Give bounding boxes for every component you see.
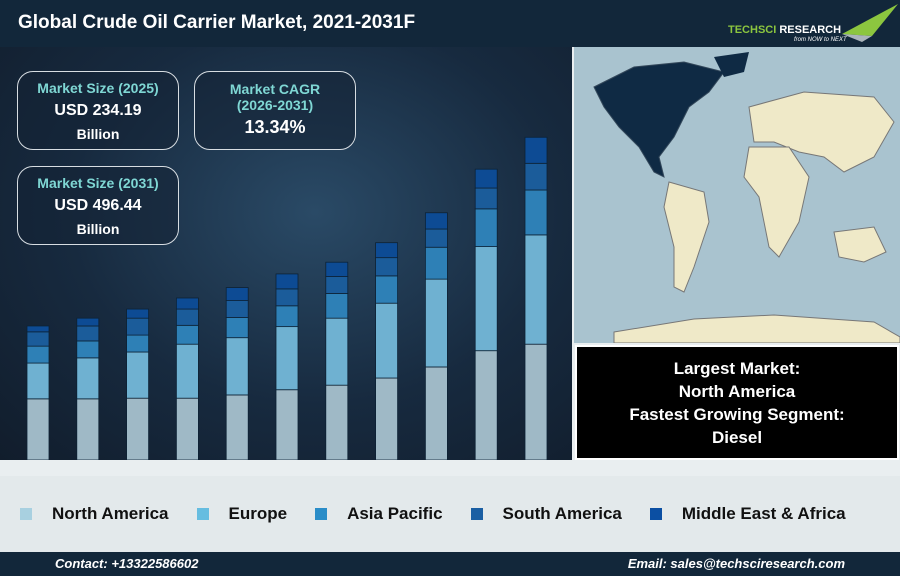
legend-swatch bbox=[315, 508, 328, 520]
bar-segment-2021-europe bbox=[26, 362, 50, 400]
bar-segment-2030F-europe bbox=[474, 246, 498, 352]
contact-phone: Contact: +13322586602 bbox=[55, 556, 199, 571]
legend-item: Middle East & Africa bbox=[649, 504, 846, 524]
largest-market-label: Largest Market: bbox=[673, 359, 801, 378]
bar-segment-2029F-south-america bbox=[424, 228, 448, 248]
legend-swatch bbox=[649, 508, 662, 520]
bar-segment-2030F-north-america bbox=[474, 350, 498, 461]
bar-segment-2031F-north-america bbox=[524, 343, 548, 461]
bar-segment-2029F-europe bbox=[424, 278, 448, 368]
bar-segment-2025-middle-east-africa bbox=[225, 287, 249, 301]
market-size-2031-card: Market Size (2031) USD 496.44 Billion bbox=[17, 166, 179, 245]
legend-swatch bbox=[20, 508, 32, 520]
legend: North America Europe Asia Pacific South Ame… bbox=[0, 476, 900, 552]
svg-text:TECHSCI RESEARCH: TECHSCI RESEARCH bbox=[728, 24, 841, 36]
contact-email: Email: sales@techsciresearch.com bbox=[627, 556, 845, 571]
bar-segment-2026E-europe bbox=[275, 326, 299, 391]
legend-label: North America bbox=[52, 504, 169, 523]
fastest-segment-value: Diesel bbox=[711, 428, 763, 447]
bar-segment-2027F-asia-pacific bbox=[325, 293, 349, 319]
bar-segment-2022-europe bbox=[76, 357, 100, 400]
bar-segment-2021-north-america bbox=[26, 398, 50, 461]
bar-segment-2025-europe bbox=[225, 337, 249, 396]
bar-segment-2026E-north-america bbox=[275, 389, 299, 461]
bar-segment-2024-north-america bbox=[175, 397, 199, 461]
bar-segment-2029F-north-america bbox=[424, 366, 448, 461]
bar-segment-2026E-south-america bbox=[275, 288, 299, 307]
bar-segment-2028F-europe bbox=[375, 302, 399, 379]
x-axis-band bbox=[0, 460, 572, 476]
legend-label: Asia Pacific bbox=[347, 504, 443, 523]
legend-item: Europe bbox=[196, 504, 288, 524]
legend-label: Europe bbox=[228, 504, 288, 523]
header: Global Crude Oil Carrier Market, 2021-20… bbox=[0, 0, 900, 47]
bar-segment-2024-asia-pacific bbox=[175, 324, 199, 345]
page-title: Global Crude Oil Carrier Market, 2021-20… bbox=[18, 12, 416, 33]
market-size-2025-card: Market Size (2025) USD 234.19 Billion bbox=[17, 71, 179, 150]
bar-segment-2030F-asia-pacific bbox=[474, 208, 498, 247]
bar-segment-2025-south-america bbox=[225, 300, 249, 318]
bar-segment-2028F-south-america bbox=[375, 257, 399, 277]
bar-segment-2027F-middle-east-africa bbox=[325, 261, 349, 277]
card-unit: Billion bbox=[76, 126, 120, 142]
bar-segment-2028F-middle-east-africa bbox=[375, 242, 399, 259]
legend-label: Middle East & Africa bbox=[681, 504, 846, 523]
bar-segment-2023-asia-pacific bbox=[126, 334, 149, 353]
card-label: Market Size (2025) bbox=[37, 80, 159, 96]
bar-segment-2021-south-america bbox=[26, 331, 50, 347]
fastest-segment-label: Fastest Growing Segment: bbox=[629, 405, 845, 424]
card-value: 13.34% bbox=[244, 117, 306, 137]
card-unit: Billion bbox=[76, 221, 120, 237]
market-highlights-box: Largest Market: North America Fastest Gr… bbox=[575, 345, 899, 460]
card-period: (2026-2031) bbox=[236, 97, 314, 113]
bar-segment-2024-europe bbox=[175, 343, 199, 399]
bar-segment-2023-europe bbox=[126, 351, 149, 399]
bar-segment-2022-asia-pacific bbox=[76, 340, 100, 359]
legend-item: North America bbox=[20, 504, 169, 524]
bar-segment-2029F-middle-east-africa bbox=[424, 212, 448, 230]
bar-segment-2027F-south-america bbox=[325, 276, 349, 294]
bar-segment-2024-south-america bbox=[175, 308, 199, 326]
legend-item: South America bbox=[470, 504, 622, 524]
bar-segment-2028F-asia-pacific bbox=[375, 275, 399, 304]
bar-segment-2031F-middle-east-africa bbox=[524, 136, 548, 164]
bar-segment-2022-middle-east-africa bbox=[76, 317, 100, 327]
bar-segment-2025-north-america bbox=[225, 394, 249, 461]
legend-item: Asia Pacific bbox=[315, 504, 443, 524]
bar-segment-2026E-middle-east-africa bbox=[275, 273, 299, 290]
bar-segment-2031F-south-america bbox=[524, 162, 548, 191]
legend-label: South America bbox=[502, 504, 622, 523]
bar-segment-2022-south-america bbox=[76, 325, 100, 342]
svg-text:from NOW to NEXT: from NOW to NEXT bbox=[794, 37, 848, 43]
footer: Contact: +13322586602 Email: sales@techs… bbox=[0, 552, 900, 576]
market-cagr-card: Market CAGR (2026-2031) 13.34% bbox=[194, 71, 356, 150]
bar-segment-2025-asia-pacific bbox=[225, 317, 249, 339]
bar-segment-2028F-north-america bbox=[375, 377, 399, 461]
bar-segment-2031F-europe bbox=[524, 234, 548, 345]
bar-segment-2029F-asia-pacific bbox=[424, 246, 448, 280]
bar-segment-2027F-europe bbox=[325, 317, 349, 386]
card-label: Market CAGR bbox=[229, 81, 321, 97]
bar-segment-2026E-asia-pacific bbox=[275, 305, 299, 328]
card-value: USD 496.44 bbox=[54, 197, 142, 214]
bar-segment-2024-middle-east-africa bbox=[175, 297, 199, 310]
bar-segment-2030F-south-america bbox=[474, 187, 498, 210]
techsci-logo: TECHSCI RESEARCH from NOW to NEXT bbox=[728, 4, 898, 43]
bar-segment-2022-north-america bbox=[76, 398, 100, 461]
legend-swatch bbox=[470, 508, 483, 520]
largest-market-value: North America bbox=[678, 382, 796, 401]
bar-segment-2030F-middle-east-africa bbox=[474, 168, 498, 189]
bar-segment-2023-south-america bbox=[126, 317, 149, 336]
card-label: Market Size (2031) bbox=[37, 175, 159, 191]
world-map bbox=[574, 47, 900, 343]
bar-segment-2021-asia-pacific bbox=[26, 345, 50, 364]
bar-segment-2027F-north-america bbox=[325, 384, 349, 461]
card-value: USD 234.19 bbox=[54, 102, 142, 119]
bar-segment-2031F-asia-pacific bbox=[524, 189, 548, 236]
bar-segment-2023-middle-east-africa bbox=[126, 308, 149, 319]
bar-segment-2021-middle-east-africa bbox=[26, 325, 50, 333]
legend-swatch bbox=[196, 508, 209, 520]
bar-segment-2023-north-america bbox=[126, 397, 149, 461]
